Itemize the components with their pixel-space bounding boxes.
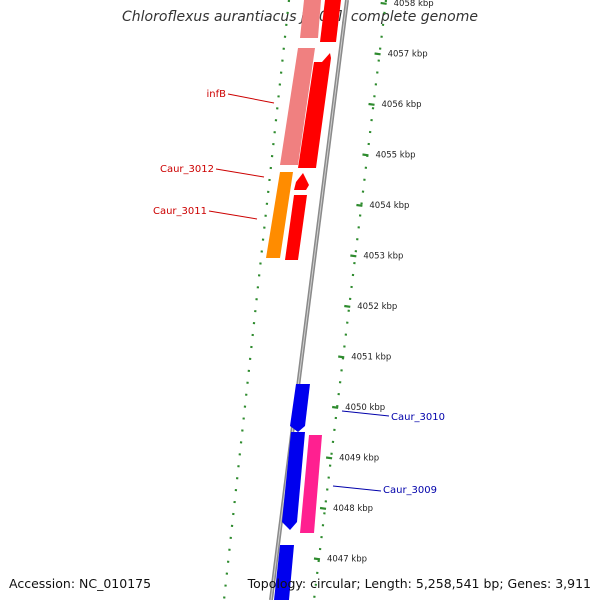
forward-genes xyxy=(266,0,341,260)
connector-caur-3012 xyxy=(215,168,265,178)
map-title: Chloroflexus aurantiacus J-10-fl, comple… xyxy=(122,9,478,25)
inner-dotted-ring xyxy=(222,0,291,600)
ruler-tick-mark xyxy=(325,456,333,460)
connector-caur-3011 xyxy=(208,210,258,220)
connector-caur-3009 xyxy=(332,485,382,492)
accession-text: Accession: NC_010175 xyxy=(9,576,152,591)
gene-caur-3011[interactable] xyxy=(285,195,307,260)
ruler-tick-mark xyxy=(319,506,327,510)
label-caur-3010[interactable]: Caur_3010 xyxy=(391,412,445,423)
label-caur-3011[interactable]: Caur_3011 xyxy=(153,206,207,217)
ruler-tick-mark xyxy=(338,355,345,359)
gene-forward-top-light xyxy=(300,0,321,38)
gene-forward-top-red xyxy=(320,0,341,42)
ruler-tick-label: 4047 kbp xyxy=(327,555,367,565)
ruler-tick-label: 4058 kbp xyxy=(394,0,434,9)
ruler-tick-mark xyxy=(374,52,381,56)
ruler-tick-label: 4049 kbp xyxy=(339,454,379,464)
ruler-tick-label: 4050 kbp xyxy=(345,403,385,413)
ruler-tick-mark xyxy=(368,102,375,106)
label-caur-3012[interactable]: Caur_3012 xyxy=(160,164,214,175)
ruler-tick-label: 4054 kbp xyxy=(369,201,409,211)
genome-backbone-highlight xyxy=(270,0,348,600)
ruler-tick-label: 4048 kbp xyxy=(333,504,373,514)
gene-caur-3012[interactable] xyxy=(294,173,309,190)
ruler-tick-mark xyxy=(313,557,321,561)
connector-infB xyxy=(227,93,275,104)
ruler-tick-label: 4056 kbp xyxy=(382,100,422,110)
ruler-tick-label: 4052 kbp xyxy=(357,302,397,312)
ruler-tick-mark xyxy=(356,203,363,207)
connector-caur-3010 xyxy=(341,410,390,417)
ruler-tick-mark xyxy=(344,304,351,308)
label-caur-3009[interactable]: Caur_3009 xyxy=(383,485,437,496)
ruler-tick-mark xyxy=(380,1,387,5)
gene-infB[interactable] xyxy=(298,53,331,168)
gene-infB-light xyxy=(280,48,315,165)
ruler-tick-mark xyxy=(362,153,369,157)
gene-forward-orange xyxy=(266,172,293,258)
gene-caur-3010[interactable] xyxy=(290,384,310,432)
gene-reverse-blue-a[interactable] xyxy=(282,432,305,530)
reverse-genes xyxy=(274,384,322,600)
ruler-tick-mark xyxy=(332,405,339,409)
gene-caur-3009[interactable] xyxy=(300,435,322,533)
ruler-tick-label: 4053 kbp xyxy=(363,252,403,262)
genome-summary-text: Topology: circular; Length: 5,258,541 bp… xyxy=(247,576,591,591)
label-infB[interactable]: infB xyxy=(207,89,227,100)
ruler-tick-label: 4057 kbp xyxy=(388,50,428,60)
ruler-tick-label: 4055 kbp xyxy=(375,151,415,161)
gene-labels: infB Caur_3012 Caur_3011 Caur_3010 Caur_… xyxy=(153,89,445,496)
gene-reverse-blue-bottom xyxy=(274,545,294,600)
label-connectors xyxy=(208,93,390,492)
ruler-tick-label: 4051 kbp xyxy=(351,353,391,363)
ruler-ticks: 4058 kbp 4057 kbp 4056 kbp 4055 kbp 4054 kbp… xyxy=(313,0,434,565)
ruler-tick-mark xyxy=(350,254,357,258)
